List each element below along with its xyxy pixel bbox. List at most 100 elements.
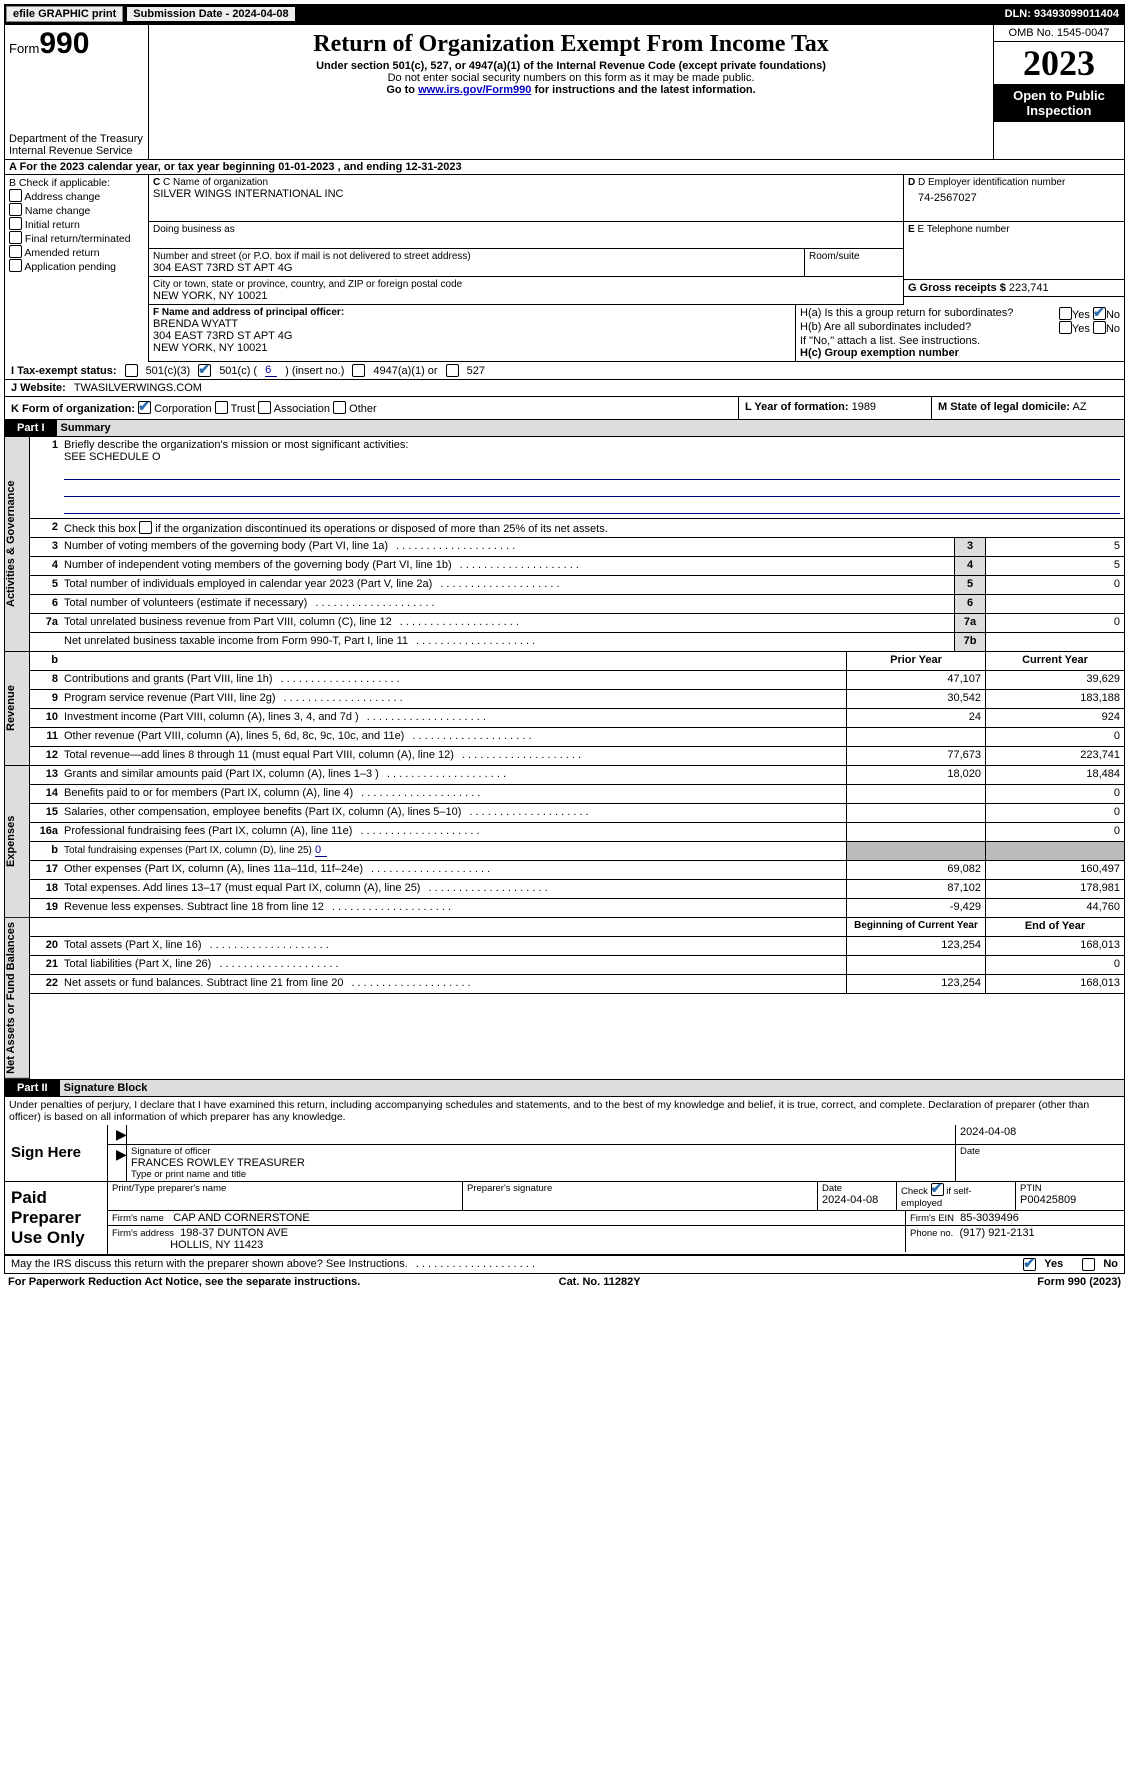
irs-link[interactable]: www.irs.gov/Form990	[418, 84, 531, 96]
rev-curr-3: 0	[985, 728, 1124, 746]
efile-print-button[interactable]: efile GRAPHIC print	[6, 6, 123, 22]
exp-curr-1: 0	[985, 785, 1124, 803]
gov-val-0: 5	[985, 538, 1124, 556]
chk-501c[interactable]	[198, 364, 211, 377]
chk-assoc[interactable]	[258, 401, 271, 414]
net-line-2: Net assets or fund balances. Subtract li…	[60, 975, 846, 993]
mission-text: SEE SCHEDULE O	[64, 451, 161, 463]
gov-line-2: Total number of individuals employed in …	[60, 576, 954, 594]
org-name: SILVER WINGS INTERNATIONAL INC	[153, 188, 899, 200]
firm-addr1: 198-37 DUNTON AVE	[180, 1227, 288, 1239]
exp-prior-0: 18,020	[846, 766, 985, 784]
name-title-label: Type or print name and title	[131, 1169, 951, 1180]
sign-date: 2024-04-08	[956, 1125, 1124, 1144]
gross-receipts: 223,741	[1009, 282, 1049, 294]
chk-address-change[interactable]	[9, 189, 22, 202]
line-16b: Total fundraising expenses (Part IX, col…	[60, 842, 846, 860]
date-label: Date	[960, 1146, 1120, 1157]
dba-label: Doing business as	[153, 224, 899, 235]
m-label: M State of legal domicile:	[938, 401, 1070, 413]
side-net: Net Assets or Fund Balances	[5, 918, 29, 1079]
l-label: L Year of formation:	[745, 401, 849, 413]
exp-curr-2: 0	[985, 804, 1124, 822]
room-label: Room/suite	[809, 251, 899, 262]
chk-discontinued[interactable]	[139, 521, 152, 534]
c-name-label: C C Name of organization	[153, 177, 899, 188]
row-a-period: A For the 2023 calendar year, or tax yea…	[4, 160, 1125, 175]
exp-line-3: Professional fundraising fees (Part IX, …	[60, 823, 846, 841]
chk-name-change[interactable]	[9, 203, 22, 216]
501c-num: 6	[265, 364, 277, 377]
chk-final-return[interactable]	[9, 231, 22, 244]
h-b: H(b) Are all subordinates included? Yes …	[800, 321, 1120, 335]
rev-line-2: Investment income (Part VIII, column (A)…	[60, 709, 846, 727]
section-b: B Check if applicable: Address change Na…	[5, 175, 149, 305]
open-inspection: Open to Public Inspection	[994, 84, 1124, 122]
gov-val-4: 0	[985, 614, 1124, 632]
firm-ein: 85-3039496	[960, 1212, 1019, 1224]
officer-addr2: NEW YORK, NY 10021	[153, 342, 791, 354]
hb-yes[interactable]	[1059, 321, 1072, 334]
line-2: Check this box if the organization disco…	[60, 519, 1124, 537]
ha-no[interactable]	[1093, 307, 1106, 320]
ha-yes[interactable]	[1059, 307, 1072, 320]
officer-name: BRENDA WYATT	[153, 318, 791, 330]
chk-initial-return[interactable]	[9, 217, 22, 230]
gov-val-5	[985, 633, 1124, 651]
year-formation: 1989	[852, 401, 876, 413]
part-ii-header: Part IISignature Block	[4, 1080, 1125, 1097]
chk-527[interactable]	[446, 364, 459, 377]
prep-sig-label: Preparer's signature	[463, 1182, 818, 1210]
exp-curr-0: 18,484	[985, 766, 1124, 784]
k-label: K Form of organization:	[11, 403, 135, 415]
part-i-header: Part ISummary	[4, 420, 1125, 437]
tax-year: 2023	[994, 42, 1124, 84]
dln: DLN: 93493099011404	[1005, 8, 1125, 20]
j-label: J Website:	[11, 382, 66, 394]
firm-addr2: HOLLIS, NY 11423	[170, 1239, 263, 1251]
chk-4947[interactable]	[352, 364, 365, 377]
exp-curr-3: 0	[985, 823, 1124, 841]
form-title: Return of Organization Exempt From Incom…	[155, 31, 987, 58]
discuss-no[interactable]	[1082, 1258, 1095, 1271]
rev-prior-4: 77,673	[846, 747, 985, 765]
ptin: P00425809	[1020, 1194, 1120, 1206]
chk-corp[interactable]	[138, 401, 151, 414]
chk-app-pending[interactable]	[9, 259, 22, 272]
hdr-boy: Beginning of Current Year	[846, 918, 985, 936]
hdr-eoy: End of Year	[985, 918, 1124, 936]
gov-line-0: Number of voting members of the governin…	[60, 538, 954, 556]
d-ein-label: D D Employer identification number	[908, 177, 1120, 188]
chk-501c3[interactable]	[125, 364, 138, 377]
row-j: J Website: TWASILVERWINGS.COM	[4, 380, 1125, 397]
chk-self-employed[interactable]	[931, 1183, 944, 1196]
rev-curr-1: 183,188	[985, 690, 1124, 708]
subtitle-1: Under section 501(c), 527, or 4947(a)(1)…	[155, 60, 987, 72]
form-header: Form990 Department of the Treasury Inter…	[4, 24, 1125, 160]
net-curr-0: 168,013	[985, 937, 1124, 955]
chk-trust[interactable]	[215, 401, 228, 414]
submission-date: Submission Date - 2024-04-08	[127, 7, 294, 21]
sign-here-label: Sign Here	[5, 1125, 108, 1181]
chk-amended[interactable]	[9, 245, 22, 258]
firm-phone: (917) 921-2131	[959, 1227, 1034, 1239]
rev-curr-0: 39,629	[985, 671, 1124, 689]
net-curr-1: 0	[985, 956, 1124, 974]
org-street: 304 EAST 73RD ST APT 4G	[153, 262, 800, 274]
prep-date: 2024-04-08	[822, 1194, 892, 1206]
gov-val-3	[985, 595, 1124, 613]
chk-other[interactable]	[333, 401, 346, 414]
rev-line-1: Program service revenue (Part VIII, line…	[60, 690, 846, 708]
form-number: Form990	[9, 27, 144, 61]
exp-line-2: Salaries, other compensation, employee b…	[60, 804, 846, 822]
discuss-yes[interactable]	[1023, 1258, 1036, 1271]
net-prior-1	[846, 956, 985, 974]
exp2-prior-0: 69,082	[846, 861, 985, 879]
hb-no[interactable]	[1093, 321, 1106, 334]
side-revenue: Revenue	[5, 652, 29, 766]
officer-signature: FRANCES ROWLEY TREASURER	[131, 1157, 951, 1169]
side-expenses: Expenses	[5, 766, 29, 918]
ein: 74-2567027	[908, 188, 1120, 204]
addr-label: Number and street (or P.O. box if mail i…	[153, 251, 800, 262]
sig-officer-label: Signature of officer	[131, 1146, 951, 1157]
